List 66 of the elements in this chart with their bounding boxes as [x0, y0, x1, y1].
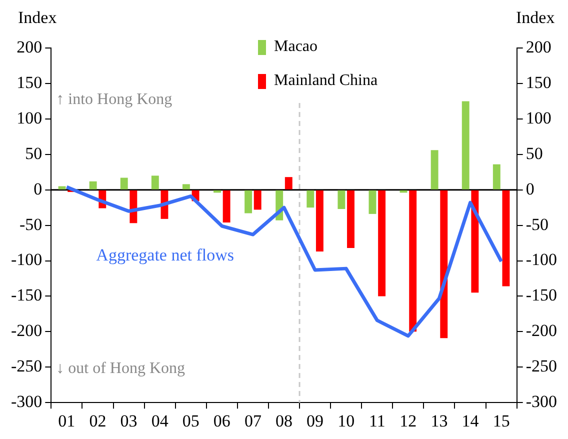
y2-tick-label: -300 [526, 392, 558, 412]
y2-tick-label: -150 [526, 286, 558, 305]
bar [378, 190, 386, 296]
y2-tick-label: -250 [526, 356, 558, 376]
bar [430, 150, 438, 190]
bar [306, 190, 314, 208]
x-tick-label: 07 [244, 411, 262, 430]
x-tick-label: 13 [430, 411, 448, 430]
x-tick-label: 09 [306, 411, 324, 430]
bar [368, 190, 376, 214]
legend-label: Mainland China [274, 72, 378, 90]
y-tick-label: -100 [10, 250, 42, 270]
y-tick-label: 0 [34, 179, 42, 198]
bar [471, 190, 479, 293]
x-tick-label: 02 [89, 411, 106, 430]
y-tick-label: 200 [16, 37, 42, 56]
y-tick-label: 150 [16, 72, 42, 92]
y2-tick-label: 200 [526, 37, 552, 56]
bar [244, 190, 252, 214]
bar [89, 181, 97, 190]
x-tick-label: 10 [338, 411, 355, 430]
x-tick-label: 06 [213, 411, 230, 430]
annotation: ↓ out of Hong Kong [56, 360, 186, 377]
y-tick-label: -250 [10, 356, 42, 376]
y2-tick-label: 150 [526, 72, 552, 92]
annotation: ↑ into Hong Kong [56, 91, 172, 108]
y2-tick-label: -200 [526, 321, 558, 340]
x-tick-label: 15 [492, 411, 510, 430]
bar [409, 190, 417, 332]
y-tick-label: -150 [10, 286, 42, 305]
y2-tick-label: 100 [526, 108, 552, 128]
y2-tick-label: 0 [526, 179, 534, 198]
bar [316, 190, 324, 252]
x-tick-label: 01 [58, 411, 76, 430]
legend-label: Macao [274, 38, 318, 56]
y2-axis-title: Index [516, 8, 555, 28]
bar [347, 190, 354, 248]
y2-tick-label: 50 [526, 144, 543, 163]
x-tick-label: 05 [182, 411, 200, 430]
x-tick-label: 14 [462, 411, 480, 430]
y2-tick-label: -50 [526, 214, 549, 234]
bar [462, 101, 470, 190]
bar [338, 190, 346, 209]
bar [254, 190, 262, 210]
x-tick-label: 11 [368, 411, 386, 430]
bar [222, 190, 230, 222]
y-tick-label: 100 [16, 108, 42, 128]
x-tick-label: 03 [120, 411, 138, 430]
x-tick-label: 04 [151, 411, 169, 430]
y-tick-label: -200 [10, 321, 42, 340]
series-label: Aggregate net flows [96, 245, 234, 264]
x-tick-label: 12 [400, 411, 417, 430]
bar [502, 190, 510, 286]
y-axis-title: Index [18, 8, 57, 28]
bar [284, 177, 292, 190]
y-tick-label: -300 [10, 392, 42, 412]
bar [120, 178, 128, 190]
bar [58, 186, 66, 190]
y2-tick-label: -100 [526, 250, 558, 270]
bar [151, 176, 159, 190]
bar [182, 184, 190, 190]
y-tick-label: -50 [19, 214, 42, 234]
y-tick-label: 50 [25, 144, 42, 163]
bar [440, 190, 448, 338]
x-tick-label: 08 [276, 411, 292, 430]
bar [492, 164, 500, 190]
